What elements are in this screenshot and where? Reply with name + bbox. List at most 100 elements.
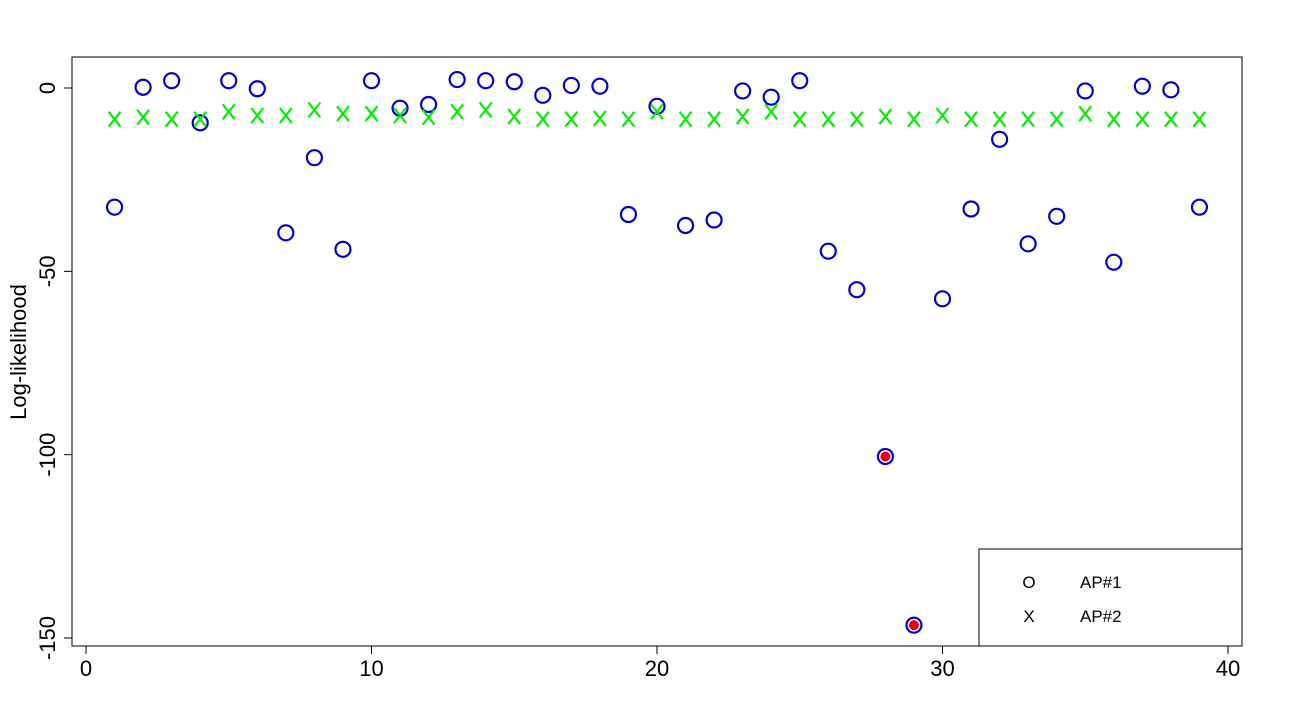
ap2-point-4 xyxy=(193,110,208,128)
ap2-point-18 xyxy=(593,110,607,127)
x-tick-label-30: 30 xyxy=(930,656,954,681)
legend-label-ap2: AP#2 xyxy=(1080,607,1122,626)
y-axis-title: Log-likelihood xyxy=(6,284,31,420)
x-tick-label-0: 0 xyxy=(80,656,92,681)
ap2-point-20 xyxy=(650,103,664,121)
legend-marker-ap1: O xyxy=(1022,573,1035,592)
ap1-point-7 xyxy=(277,224,295,242)
ap1-point-19 xyxy=(619,205,638,224)
ap2-point-31 xyxy=(964,110,978,128)
ap2-point-27 xyxy=(849,110,864,128)
ap2-point-15 xyxy=(507,108,522,125)
ap1-point-18 xyxy=(591,77,609,95)
ap1-point-34 xyxy=(1048,207,1066,225)
ap2-point-24 xyxy=(764,103,779,121)
legend-label-ap1: AP#1 xyxy=(1080,573,1122,592)
ap1-point-6 xyxy=(248,80,266,98)
ap1-point-20 xyxy=(648,97,666,115)
ap2-point-33 xyxy=(1021,110,1036,128)
ap2-point-34 xyxy=(1049,110,1064,128)
y-tick-label-0: 0 xyxy=(35,82,60,94)
ap2-point-6 xyxy=(250,107,265,124)
ap1-point-31 xyxy=(962,200,980,218)
ap1-point-30 xyxy=(933,290,952,308)
series-ap2-points xyxy=(107,101,1207,128)
ap1-point-21 xyxy=(676,216,695,235)
ap1-point-27 xyxy=(848,281,866,299)
ap2-point-2 xyxy=(136,109,150,126)
ap2-point-25 xyxy=(792,110,807,128)
ap1-point-14 xyxy=(477,72,495,90)
ap2-point-11 xyxy=(393,107,407,124)
ap1-point-39 xyxy=(1190,198,1209,216)
ap1-point-37 xyxy=(1133,77,1151,95)
ap1-point-12 xyxy=(420,95,438,114)
ap2-point-19 xyxy=(621,110,636,128)
ap2-point-36 xyxy=(1106,110,1121,128)
legend-marker-ap2: X xyxy=(1023,607,1034,626)
ap1-point-16 xyxy=(534,86,552,104)
ap2-point-26 xyxy=(821,110,836,128)
ap1-point-10 xyxy=(362,72,381,90)
y-tick-label-2: -100 xyxy=(35,433,60,477)
ap1-point-1 xyxy=(105,198,124,216)
ap1-point-38 xyxy=(1162,81,1180,99)
ap1-point-17 xyxy=(562,76,580,95)
ap2-point-29 xyxy=(907,110,921,128)
highlighted-point-29 xyxy=(908,620,919,631)
ap1-point-24 xyxy=(762,88,780,106)
x-tick-label-40: 40 xyxy=(1216,656,1240,681)
ap2-point-7 xyxy=(278,107,293,124)
ap2-point-32 xyxy=(992,110,1007,128)
ap2-point-37 xyxy=(1135,110,1150,128)
ap1-point-35 xyxy=(1076,82,1094,100)
ap1-point-25 xyxy=(791,72,809,90)
ap2-point-35 xyxy=(1078,105,1093,122)
ap2-point-1 xyxy=(107,110,122,128)
ap1-point-4 xyxy=(191,114,209,132)
x-axis: 0 10 20 30 40 xyxy=(80,645,1240,681)
highlighted-points xyxy=(880,451,919,631)
ap2-point-38 xyxy=(1164,110,1178,128)
ap2-point-21 xyxy=(678,110,693,128)
y-axis: 0 -50 -100 -150 xyxy=(35,82,73,660)
ap1-point-13 xyxy=(448,70,466,89)
ap2-point-23 xyxy=(735,108,750,125)
ap1-point-29 xyxy=(905,616,923,634)
legend-box xyxy=(978,548,1243,647)
ap1-point-22 xyxy=(705,211,723,229)
ap2-point-13 xyxy=(450,103,465,121)
ap1-point-9 xyxy=(334,240,352,258)
ap1-point-23 xyxy=(734,82,752,100)
ap2-point-30 xyxy=(935,107,950,124)
y-tick-label-1: -50 xyxy=(35,255,60,287)
ap1-point-5 xyxy=(220,72,238,90)
ap2-point-3 xyxy=(164,110,179,128)
ap1-point-33 xyxy=(1019,235,1037,253)
ap2-point-22 xyxy=(707,110,721,128)
ap1-point-32 xyxy=(990,130,1009,148)
x-tick-label-10: 10 xyxy=(359,656,383,681)
x-tick-label-20: 20 xyxy=(645,656,669,681)
ap2-point-14 xyxy=(478,101,493,119)
y-tick-label-3: -150 xyxy=(35,616,60,660)
ap2-point-16 xyxy=(535,110,550,128)
ap2-point-12 xyxy=(421,109,436,126)
ap1-point-26 xyxy=(819,242,837,260)
ap2-point-28 xyxy=(878,108,893,125)
ap1-point-36 xyxy=(1105,253,1123,271)
highlighted-point-28 xyxy=(880,451,891,462)
ap2-point-39 xyxy=(1192,110,1207,128)
ap2-point-9 xyxy=(336,105,350,122)
ap2-point-5 xyxy=(221,103,236,121)
ap2-point-17 xyxy=(564,110,579,128)
ap1-point-28 xyxy=(876,447,895,466)
ap1-point-15 xyxy=(505,73,523,91)
ap2-point-8 xyxy=(307,101,322,119)
series-ap1-points xyxy=(105,70,1209,634)
ap2-point-10 xyxy=(364,105,379,122)
ap1-point-3 xyxy=(163,72,181,90)
ap1-point-2 xyxy=(134,78,152,96)
legend: O AP#1 X AP#2 xyxy=(978,548,1243,647)
